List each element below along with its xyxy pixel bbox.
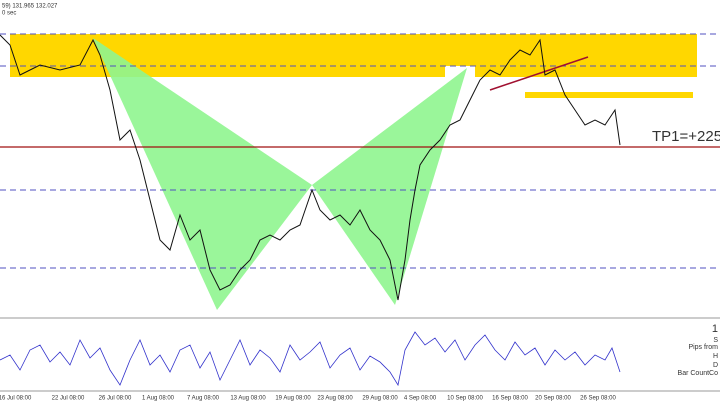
target-zone (525, 92, 693, 98)
x-axis-label: 16 Sep 08:00 (492, 396, 528, 402)
x-axis-label: 4 Sep 08:00 (404, 396, 437, 402)
info-text: 1 (712, 323, 718, 335)
timer: 0 sec (2, 11, 16, 17)
x-axis-label: 20 Sep 08:00 (535, 396, 571, 402)
x-axis-label: 7 Aug 08:00 (187, 396, 220, 402)
info-text: D (713, 362, 718, 369)
pattern-bcd (312, 68, 467, 305)
oscillator (0, 331, 621, 387)
x-axis-label: 10 Sep 08:00 (447, 396, 483, 402)
pattern-xab (93, 38, 312, 310)
x-axis-label: 16 Jul 08:00 (0, 396, 32, 402)
time-axis: 16 Jul 08:00 22 Jul 08:00 26 Jul 08:00 1 Au… (0, 396, 617, 402)
x-axis-label: 22 Jul 08:00 (52, 396, 85, 402)
x-axis-label: 19 Aug 08:00 (275, 396, 311, 402)
info-text: S (713, 337, 718, 344)
info-text: Pips from (688, 344, 718, 351)
x-axis-label: 13 Aug 08:00 (230, 396, 266, 402)
x-axis-label: 29 Aug 08:00 (362, 396, 398, 402)
x-axis-label: 26 Jul 08:00 (99, 396, 132, 402)
x-axis-label: 26 Sep 08:00 (580, 396, 616, 402)
tp-label: TP1=+225p (652, 128, 720, 145)
x-axis-label: 1 Aug 08:00 (142, 396, 175, 402)
price-line (0, 34, 621, 301)
trend-line (489, 56, 589, 91)
quote: 59) 131.965 132.027 (2, 4, 58, 10)
x-axis-label: 23 Aug 08:00 (317, 396, 353, 402)
levels (0, 33, 720, 269)
info-text: H (713, 353, 718, 360)
info-text: Bar CountCo (678, 370, 719, 377)
